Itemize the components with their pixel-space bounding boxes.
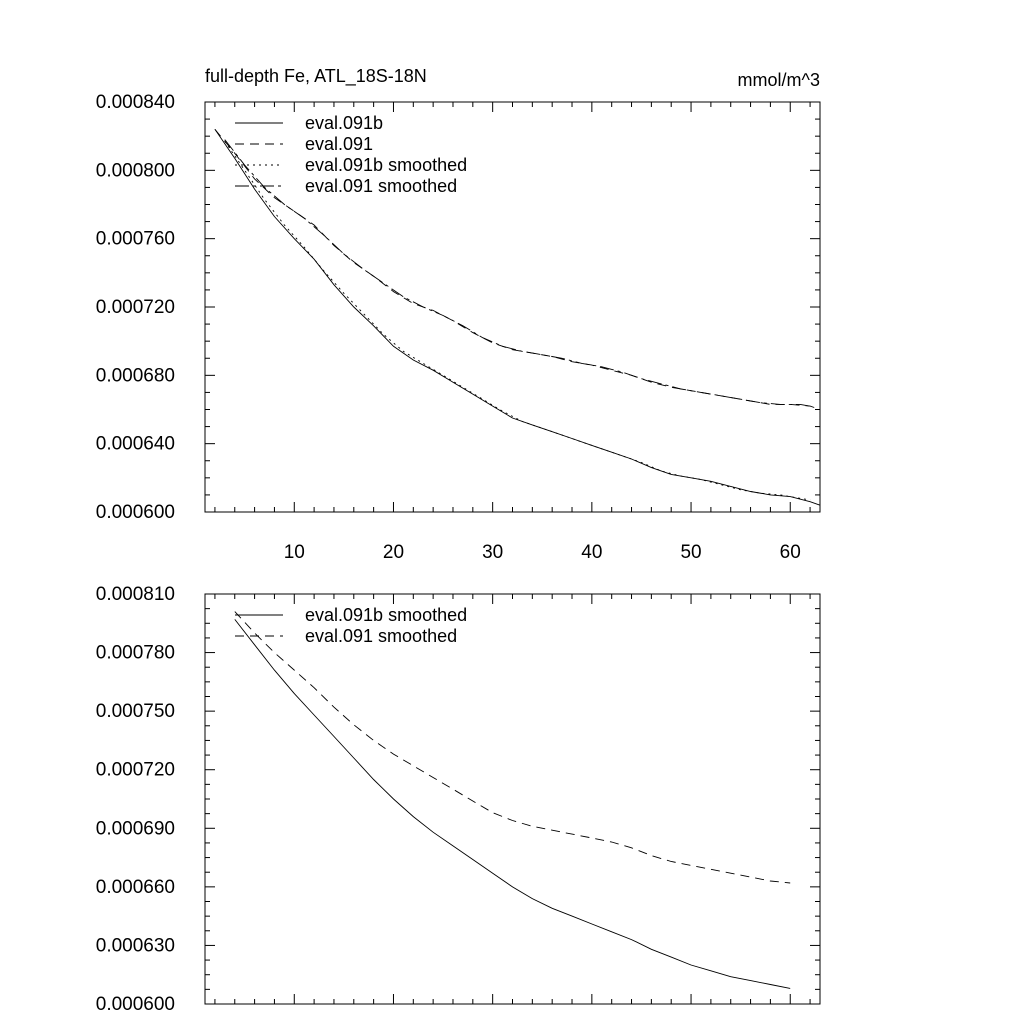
legend-label: eval.091b smoothed [305, 155, 467, 175]
y-tick-label: 0.000760 [96, 229, 175, 250]
y-tick-label: 0.000840 [96, 92, 175, 113]
y-tick-label: 0.000600 [96, 994, 175, 1015]
plot-frame-bottom [204, 593, 821, 1005]
y-tick-label: 0.000750 [96, 701, 175, 722]
x-tick-label: 10 [284, 542, 305, 563]
y-tick-label: 0.000780 [96, 643, 175, 664]
y-tick-label: 0.000680 [96, 365, 175, 386]
x-tick-label: 30 [482, 542, 503, 563]
series-line [224, 139, 811, 407]
chart-title: full-depth Fe, ATL_18S-18N [205, 66, 427, 87]
y-tick-label: 0.000660 [96, 877, 175, 898]
bottom-panel: 0.000600 0.000630 0.000660 0.000690 0.000720… [96, 584, 821, 1015]
legend-label: eval.091 smoothed [305, 176, 457, 196]
plot-frame-top [204, 101, 821, 513]
series-line [224, 141, 811, 501]
series-lines-top [214, 129, 821, 506]
y-tick-label: 0.000600 [96, 502, 175, 523]
y-tick-label: 0.000630 [96, 935, 175, 956]
axis-ticks-bottom: 0.000600 0.000630 0.000660 0.000690 0.000720… [96, 584, 820, 1015]
top-panel: full-depth Fe, ATL_18S-18N mmol/m^3 0.00… [96, 66, 821, 563]
y-tick-label: 0.000640 [96, 434, 175, 455]
y-tick-label: 0.000690 [96, 818, 175, 839]
y-tick-label: 0.000800 [96, 160, 175, 181]
series-line [214, 129, 821, 410]
series-lines-bottom [234, 611, 791, 989]
series-line [234, 611, 791, 884]
units-label: mmol/m^3 [738, 70, 820, 90]
series-line [234, 619, 791, 989]
legend-label: eval.091b [305, 113, 383, 133]
axis-ticks-top: 0.000600 0.000640 0.000680 0.000720 0.000760… [96, 92, 820, 563]
y-tick-label: 0.000720 [96, 297, 175, 318]
x-tick-label: 40 [581, 542, 602, 563]
x-tick-label: 50 [680, 542, 701, 563]
x-tick-label: 60 [780, 542, 801, 563]
x-tick-label: 20 [383, 542, 404, 563]
y-tick-label: 0.000720 [96, 760, 175, 781]
legend-label: eval.091 smoothed [305, 626, 457, 646]
legend-label: eval.091b smoothed [305, 605, 467, 625]
y-tick-label: 0.000810 [96, 584, 175, 605]
legend-label: eval.091 [305, 134, 373, 154]
